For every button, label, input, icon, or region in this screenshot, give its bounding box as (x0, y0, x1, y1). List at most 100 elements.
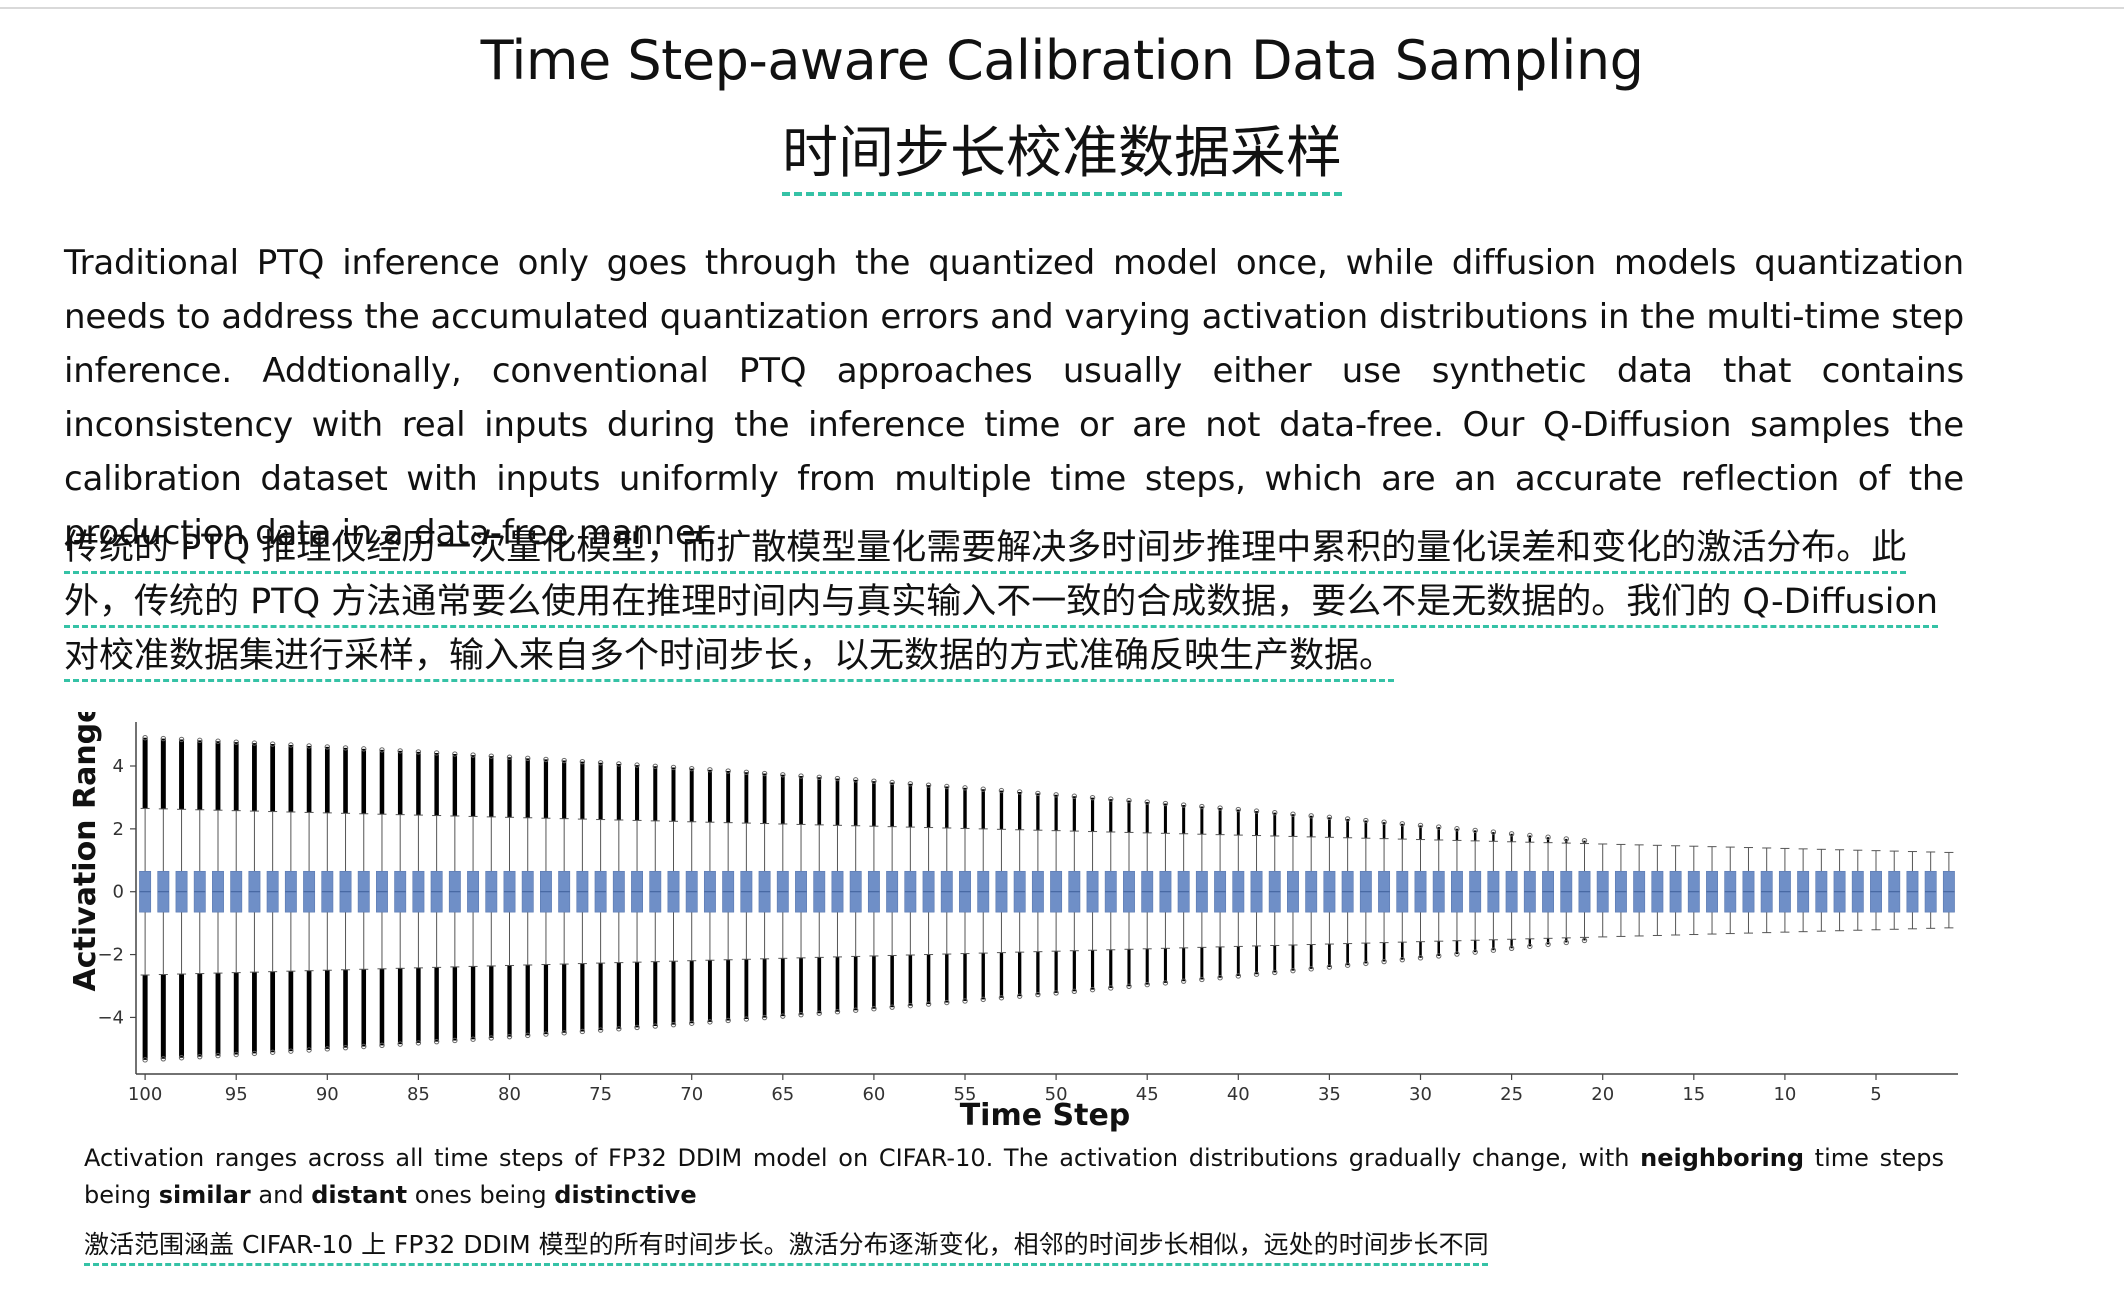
outlier-marker-max (1472, 827, 1478, 834)
outlier-marker-min (178, 1055, 185, 1061)
outlier-marker-max (980, 786, 986, 792)
outlier-marker-max (1527, 832, 1533, 839)
outlier-marker-max (1290, 811, 1296, 817)
outlier-marker-max (652, 763, 658, 769)
outlier-marker-max (452, 751, 458, 757)
x-tick-label: 85 (407, 1084, 430, 1105)
outlier-marker-max (1381, 819, 1387, 825)
caption-bold-similar: similar (158, 1181, 251, 1209)
outlier-marker-max (925, 782, 932, 788)
y-tick-label: 0 (113, 882, 124, 903)
y-tick-label: 2 (113, 819, 124, 840)
outlier-marker-max (780, 772, 786, 778)
outlier-marker-max (689, 765, 695, 772)
outlier-marker-min (1071, 988, 1078, 994)
page-title-translation[interactable]: 时间步长校准数据采样 (782, 118, 1342, 196)
outlier-marker-min (160, 1056, 167, 1062)
outlier-marker-min (1417, 955, 1424, 961)
outlier-marker-min (1035, 991, 1041, 998)
outlier-marker-min (1326, 964, 1333, 970)
outlier-marker-max (433, 750, 440, 756)
outlier-marker-max (1235, 806, 1242, 813)
x-axis-label: Time Step (960, 1098, 1131, 1133)
outlier-marker-max (1436, 824, 1442, 830)
outlier-marker-min (142, 1057, 148, 1063)
outlier-marker-max (1053, 792, 1059, 798)
outlier-marker-min (725, 1017, 731, 1024)
outlier-marker-max (543, 756, 549, 763)
caption-bold-distant: distant (311, 1181, 408, 1209)
outlier-marker-max (1217, 805, 1223, 811)
outlier-marker-min (798, 1011, 804, 1018)
outlier-marker-min (944, 999, 950, 1006)
outlier-marker-min (306, 1047, 312, 1053)
outlier-marker-max (998, 787, 1005, 794)
outlier-marker-min (925, 1001, 932, 1007)
outlier-marker-max (707, 767, 713, 773)
outlier-marker-max (1490, 829, 1497, 835)
outlier-marker-max (798, 773, 804, 779)
outlier-marker-min (816, 1010, 822, 1016)
outlier-marker-min (1490, 947, 1497, 953)
x-tick-label: 75 (589, 1084, 612, 1105)
outlier-marker-max (1563, 836, 1569, 842)
outlier-marker-min (1272, 969, 1278, 976)
outlier-marker-max (488, 753, 494, 759)
outlier-marker-min (670, 1021, 677, 1028)
outlier-marker-min (1581, 937, 1588, 944)
outlier-marker-max (1308, 813, 1314, 819)
outlier-marker-max (506, 754, 513, 760)
outlier-marker-max (324, 744, 331, 750)
outlier-marker-min (962, 998, 968, 1004)
outlier-marker-min (889, 1004, 895, 1010)
y-tick-label: 4 (113, 756, 124, 777)
outlier-marker-min (452, 1037, 458, 1044)
outlier-marker-min (197, 1053, 203, 1060)
outlier-marker-min (1180, 978, 1187, 984)
caption-text-1: Activation ranges across all time steps … (84, 1144, 1641, 1172)
outlier-marker-max (160, 735, 167, 742)
outlier-marker-min (561, 1030, 567, 1036)
outlier-marker-max (1581, 837, 1588, 844)
outlier-marker-min (998, 995, 1005, 1001)
x-tick-label: 20 (1591, 1084, 1614, 1105)
outlier-marker-min (288, 1048, 294, 1054)
outlier-marker-max (725, 768, 731, 774)
y-tick-label: −4 (97, 1007, 124, 1028)
x-tick-label: 55 (954, 1084, 977, 1105)
outlier-marker-min (834, 1009, 841, 1015)
x-tick-label: 25 (1500, 1084, 1523, 1105)
outlier-marker-max (889, 779, 895, 786)
outlier-marker-min (525, 1032, 531, 1039)
outlier-marker-max (597, 760, 604, 766)
outlier-marker-min (1016, 993, 1023, 999)
outlier-marker-max (1417, 822, 1424, 829)
body-paragraph-translation[interactable]: 传统的 PTQ 推理仅经历一次量化模型，而扩散模型量化需要解决多时间步推理中累积… (64, 528, 1939, 676)
caption-bold-neighboring: neighboring (1640, 1144, 1804, 1172)
x-tick-label: 65 (771, 1084, 794, 1105)
x-tick-label: 70 (680, 1084, 703, 1105)
caption-text-3: and (250, 1181, 312, 1209)
caption-text-2: time steps being (84, 1144, 1944, 1209)
x-tick-label: 100 (128, 1084, 162, 1105)
outlier-marker-max (561, 757, 567, 764)
outlier-marker-min (415, 1040, 422, 1046)
outlier-marker-max (743, 769, 750, 775)
outlier-marker-min (506, 1033, 513, 1040)
outlier-marker-max (178, 736, 185, 743)
outlier-marker-min (579, 1028, 586, 1035)
outlier-marker-min (269, 1049, 276, 1055)
outlier-marker-min (761, 1014, 768, 1021)
outlier-marker-max (306, 743, 312, 749)
x-tick-label: 5 (1870, 1084, 1881, 1105)
outlier-marker-min (1253, 971, 1260, 977)
outlier-marker-min (251, 1050, 258, 1057)
outlier-marker-max (197, 737, 203, 744)
top-divider (0, 0, 2124, 9)
outlier-marker-max (1545, 834, 1551, 840)
outlier-marker-min (324, 1046, 331, 1052)
figure-caption-translation[interactable]: 激活范围涵盖 CIFAR-10 上 FP32 DDIM 模型的所有时间步长。激活… (84, 1230, 1489, 1259)
outlier-marker-max (907, 781, 914, 787)
x-tick-label: 15 (1682, 1084, 1705, 1105)
